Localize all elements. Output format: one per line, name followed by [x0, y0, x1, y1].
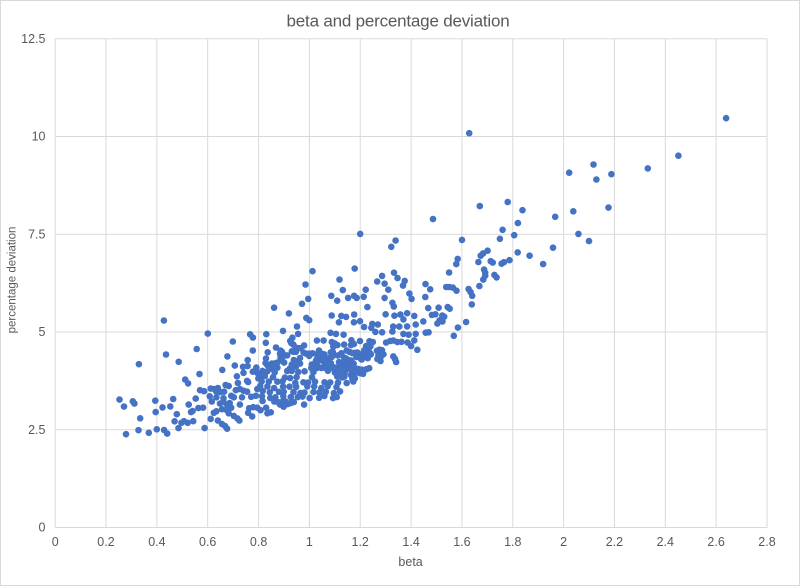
svg-text:0.8: 0.8	[250, 535, 267, 549]
svg-text:10: 10	[32, 130, 46, 144]
svg-text:2.5: 2.5	[28, 423, 45, 437]
svg-text:0.4: 0.4	[148, 535, 165, 549]
svg-text:1.8: 1.8	[504, 535, 521, 549]
svg-text:0: 0	[39, 521, 46, 535]
svg-text:2.2: 2.2	[606, 535, 623, 549]
svg-text:1.2: 1.2	[352, 535, 369, 549]
svg-text:beta: beta	[398, 555, 422, 569]
svg-text:beta and percentage deviation: beta and percentage deviation	[287, 12, 510, 31]
svg-text:12.5: 12.5	[21, 32, 45, 46]
svg-text:2: 2	[560, 535, 567, 549]
svg-text:0.6: 0.6	[199, 535, 216, 549]
svg-text:2.4: 2.4	[657, 535, 674, 549]
svg-text:5: 5	[39, 325, 46, 339]
svg-text:0.2: 0.2	[97, 535, 114, 549]
svg-text:2.6: 2.6	[707, 535, 724, 549]
svg-text:1.6: 1.6	[453, 535, 470, 549]
svg-text:1: 1	[306, 535, 313, 549]
svg-text:1.4: 1.4	[402, 535, 419, 549]
svg-text:percentage deviation: percentage deviation	[7, 227, 19, 334]
svg-text:0: 0	[52, 535, 59, 549]
svg-text:7.5: 7.5	[28, 227, 45, 241]
svg-text:2.8: 2.8	[758, 535, 775, 549]
